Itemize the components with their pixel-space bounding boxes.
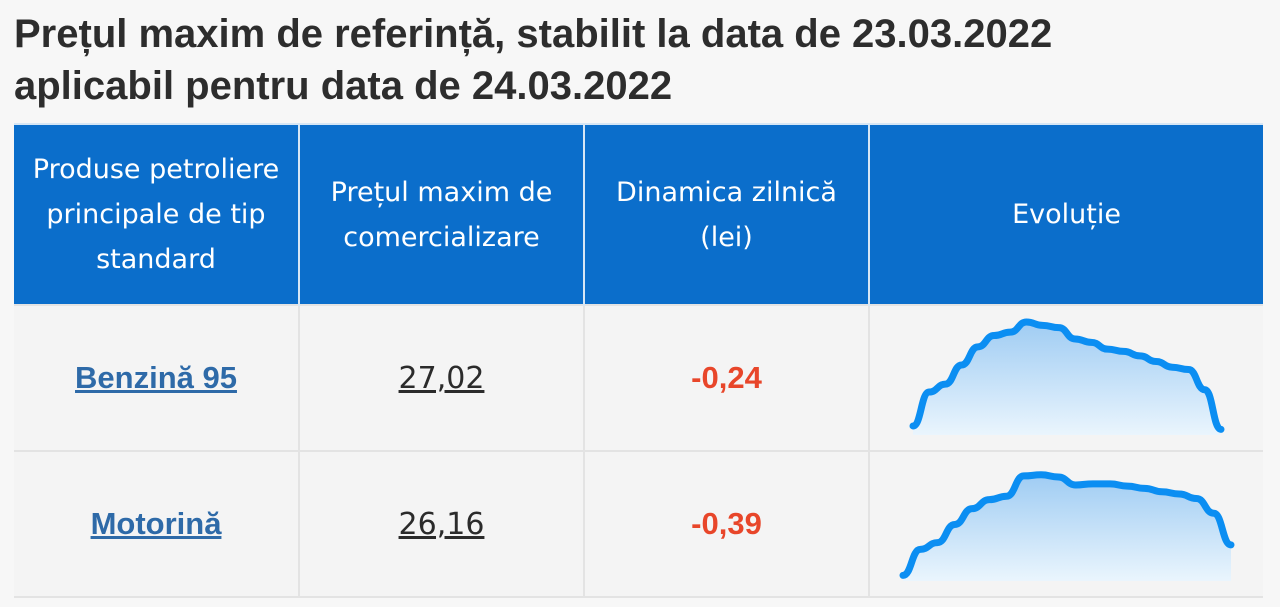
page-title-line1: Prețul maxim de referință, stabilit la d… bbox=[14, 12, 1053, 56]
product-link-motorina[interactable]: Motorină bbox=[90, 506, 222, 541]
evolution-cell bbox=[868, 304, 1263, 451]
evolution-sparkline bbox=[909, 318, 1224, 435]
price-link-benzina[interactable]: 27,02 bbox=[398, 360, 485, 396]
product-cell: Benzină 95 bbox=[14, 304, 299, 451]
page-title-line2: aplicabil pentru data de 24.03.2022 bbox=[14, 64, 673, 108]
table-row: Benzină 95 27,02 -0,24 bbox=[14, 304, 1263, 451]
table-header-row: Produse petroliere principale de tip sta… bbox=[14, 123, 1263, 305]
evolution-cell bbox=[868, 450, 1263, 598]
daily-change-value: -0,39 bbox=[691, 506, 762, 541]
sparkline-area bbox=[912, 321, 1221, 435]
price-cell: 27,02 bbox=[298, 304, 584, 451]
sparkline-line bbox=[899, 470, 1234, 579]
change-cell: -0,39 bbox=[583, 450, 869, 598]
product-cell: Motorină bbox=[14, 450, 299, 598]
product-link-benzina[interactable]: Benzină 95 bbox=[75, 360, 237, 395]
daily-change-value: -0,24 bbox=[691, 360, 762, 395]
price-link-motorina[interactable]: 26,16 bbox=[398, 506, 485, 542]
change-cell: -0,24 bbox=[583, 304, 869, 451]
table-row: Motorină 26,16 -0,39 bbox=[14, 450, 1263, 598]
header-evolution: Evoluție bbox=[868, 123, 1263, 305]
sparkline-line bbox=[909, 318, 1224, 433]
price-cell: 26,16 bbox=[298, 450, 584, 598]
page-title: Prețul maxim de referință, stabilit la d… bbox=[14, 8, 1264, 112]
header-product: Produse petroliere principale de tip sta… bbox=[14, 123, 299, 305]
evolution-sparkline bbox=[899, 470, 1234, 581]
header-price: Prețul maxim de comercializare bbox=[298, 123, 584, 305]
header-change: Dinamica zilnică (lei) bbox=[583, 123, 869, 305]
fuel-price-table: Produse petroliere principale de tip sta… bbox=[14, 123, 1263, 598]
